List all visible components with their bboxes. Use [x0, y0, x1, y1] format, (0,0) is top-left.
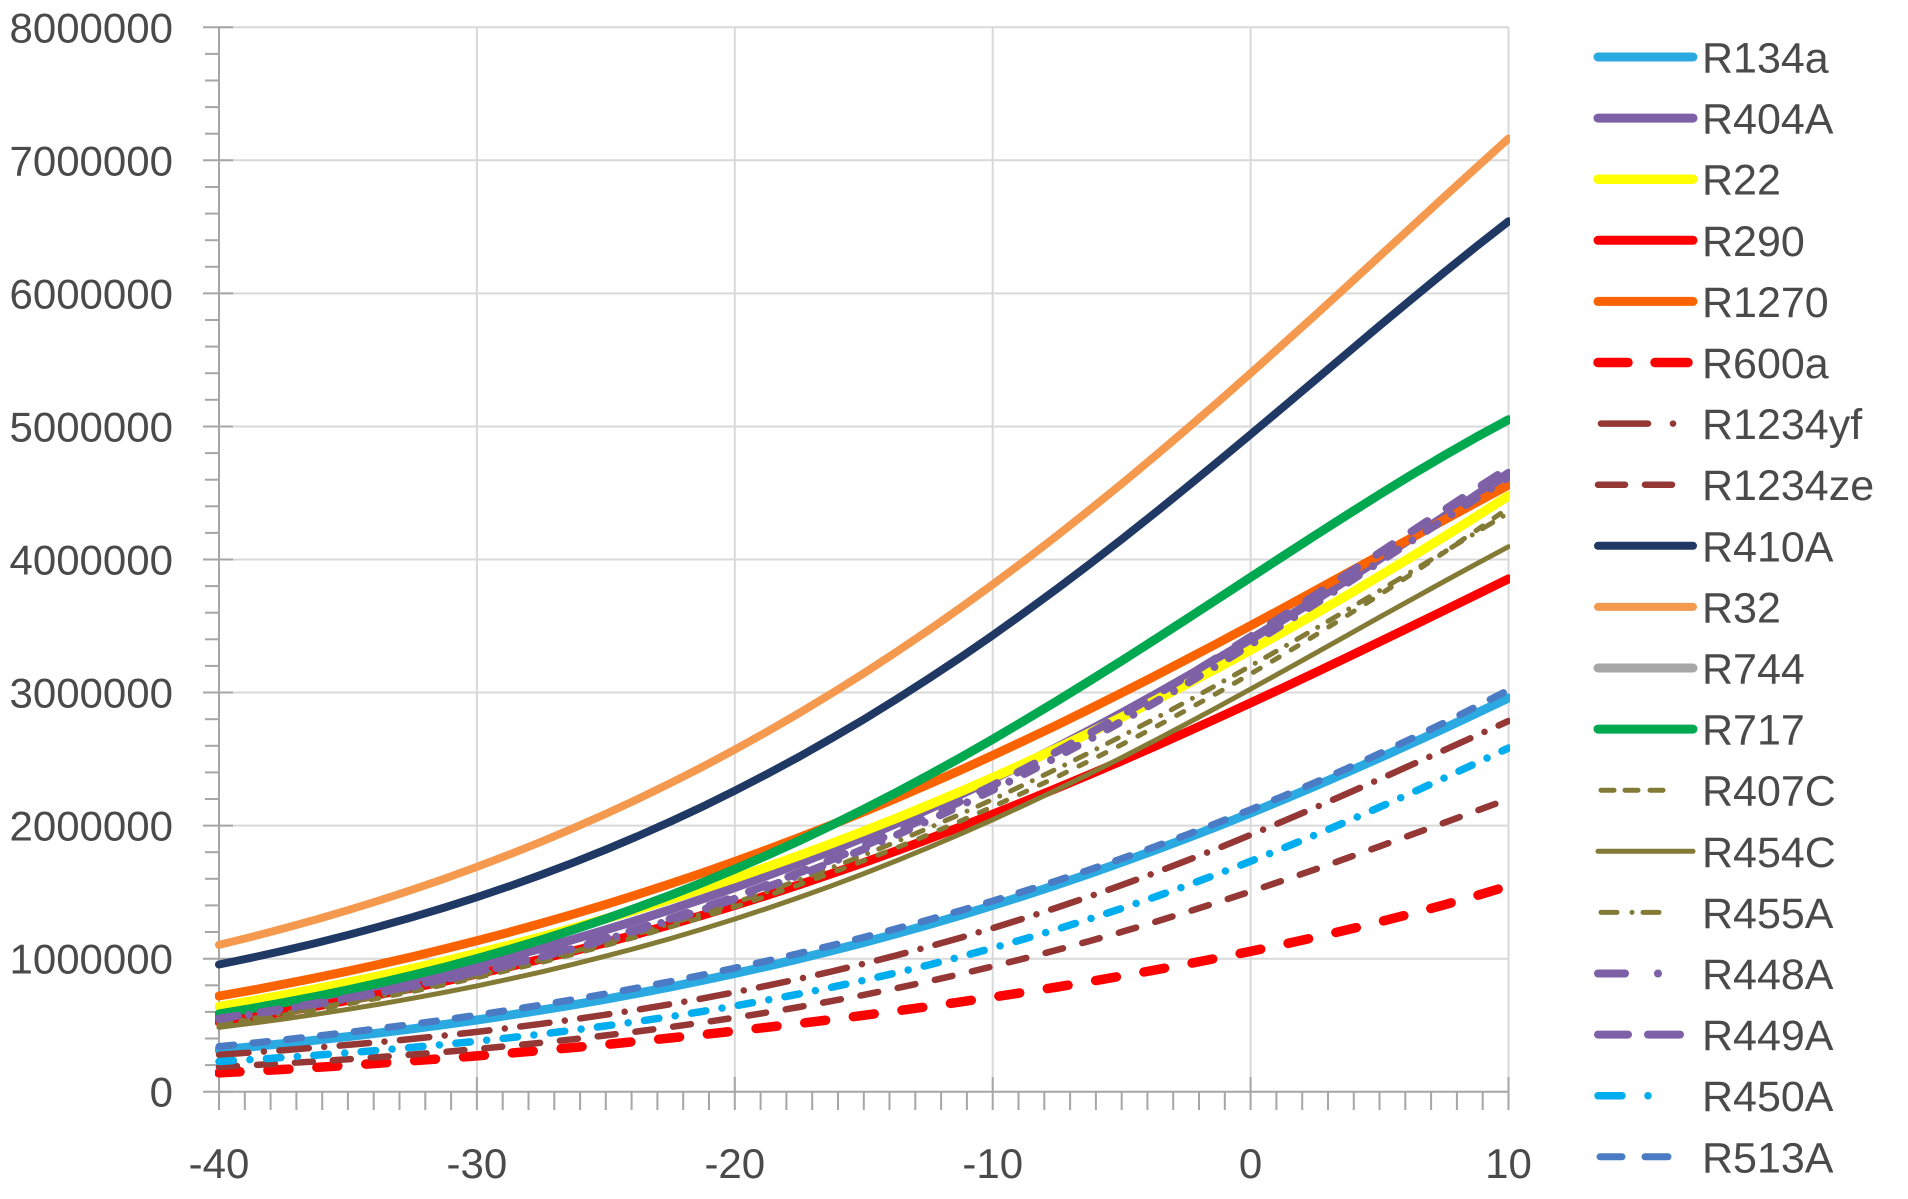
svg-text:R450A: R450A [1702, 1073, 1834, 1121]
svg-text:R32: R32 [1702, 584, 1781, 632]
svg-text:10: 10 [1485, 1140, 1532, 1187]
svg-text:-40: -40 [189, 1140, 250, 1187]
svg-text:-30: -30 [447, 1140, 508, 1187]
svg-text:R744: R744 [1702, 646, 1805, 694]
svg-text:R513A: R513A [1702, 1134, 1834, 1182]
svg-text:R455A: R455A [1702, 890, 1834, 938]
svg-text:1000000: 1000000 [9, 936, 173, 983]
svg-text:R407C: R407C [1702, 768, 1836, 816]
svg-text:R1270: R1270 [1702, 279, 1829, 327]
svg-text:0: 0 [150, 1069, 173, 1116]
svg-text:6000000: 6000000 [9, 270, 173, 317]
svg-text:8000000: 8000000 [9, 4, 173, 51]
svg-text:3000000: 3000000 [9, 670, 173, 717]
svg-text:5000000: 5000000 [9, 404, 173, 451]
svg-text:R410A: R410A [1702, 523, 1834, 571]
svg-text:R448A: R448A [1702, 951, 1834, 999]
svg-text:R717: R717 [1702, 707, 1805, 755]
svg-text:-20: -20 [704, 1140, 765, 1187]
svg-text:R134a: R134a [1702, 35, 1829, 83]
svg-text:R454C: R454C [1702, 829, 1836, 877]
svg-text:4000000: 4000000 [9, 537, 173, 584]
svg-text:-10: -10 [962, 1140, 1023, 1187]
svg-text:R22: R22 [1702, 157, 1781, 205]
svg-text:R290: R290 [1702, 218, 1805, 266]
svg-text:R1234ze: R1234ze [1702, 462, 1874, 510]
svg-text:2000000: 2000000 [9, 803, 173, 850]
svg-text:R600a: R600a [1702, 340, 1829, 388]
svg-text:R1234yf: R1234yf [1702, 401, 1863, 449]
svg-text:R404A: R404A [1702, 96, 1834, 144]
svg-text:7000000: 7000000 [9, 137, 173, 184]
svg-text:0: 0 [1239, 1140, 1262, 1187]
svg-text:R449A: R449A [1702, 1012, 1834, 1060]
